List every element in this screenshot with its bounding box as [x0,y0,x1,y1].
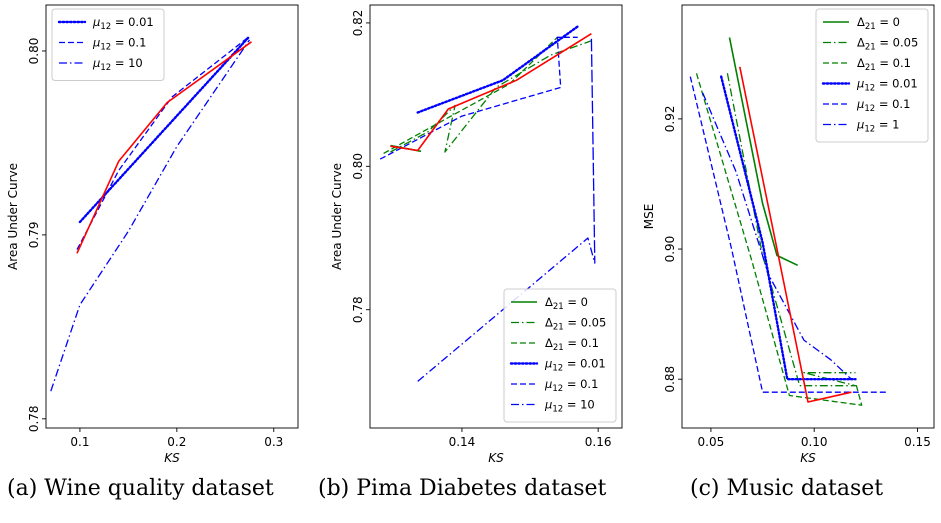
legend-label: μ12 = 0.01 [856,77,918,94]
y-axis-label: Area Under Curve [330,163,344,270]
y-tick-label: 0.79 [27,222,41,249]
series-line-red [390,33,592,152]
y-tick-label: 0.78 [27,405,41,432]
series-line--12-0-1 [689,76,887,393]
legend-label: μ12 = 1 [856,118,899,135]
legend: Δ21 = 0 Δ21 = 0.05 Δ21 = 0.1 μ12 = 0.01 μ12 … [503,288,617,423]
y-tick-label: 0.80 [27,38,41,65]
series-line--21-0 [728,37,799,267]
y-tick-label: 0.78 [351,296,365,323]
series-line--12-0-01 [720,75,857,381]
series-line--21-0-1 [383,36,558,154]
legend-label: Δ21 = 0.05 [857,36,918,53]
subfigure-caption: (c) Music dataset [690,476,883,501]
x-tick-label: 0.16 [585,435,612,449]
series-group [379,25,596,382]
series-line--12-10 [417,36,596,382]
y-axis-label: Area Under Curve [6,163,20,270]
chart-panel-1: 0.1 0.2 0.3 0.78 0.79 0.80 KS Area Under Curve μ… [6,4,299,465]
x-tick-label: 0.1 [70,435,89,449]
series-group [50,35,252,392]
series-line--21-0-05 [726,73,857,387]
series-line--12-0-01 [416,25,579,114]
x-axis-label: KS [800,451,816,465]
legend-label: μ12 = 0.1 [544,377,598,394]
plot-frame [45,4,299,429]
legend-label: μ12 = 10 [92,56,143,73]
legend-label: Δ21 = 0.1 [545,336,599,353]
series-line-red [76,41,252,254]
legend-label: μ12 = 0.01 [544,357,606,374]
y-tick-label: 0.90 [663,236,677,263]
series-line--12-10 [50,39,251,392]
series-line-red [739,66,852,403]
series-line--12-0-1 [379,36,578,160]
legend-label: Δ21 = 0 [545,295,588,312]
legend: Δ21 = 0 Δ21 = 0.05 Δ21 = 0.1 μ12 = 0.01 μ12 … [815,8,929,143]
legend: μ12 = 0.01 μ12 = 0.1 μ12 = 10 [51,8,165,81]
y-tick-label: 0.92 [663,106,677,133]
legend-label: Δ21 = 0.05 [545,316,606,333]
series-line--12-1 [702,92,852,380]
chart-panel-2: 0.14 0.16 0.78 0.80 0.82 KS Area Under Curve Δ2… [330,4,623,465]
x-tick-label: 0.15 [904,435,931,449]
legend-label: μ12 = 0.1 [92,36,146,53]
subfigure-caption: (b) Pima Diabetes dataset [318,476,607,501]
x-tick-label: 0.05 [698,435,725,449]
series-line--21-0-05 [390,40,592,153]
series-group [689,37,887,406]
x-tick-label: 0.10 [801,435,828,449]
x-axis-label: KS [164,451,180,465]
x-axis-label: KS [488,451,504,465]
legend-label: μ12 = 0.1 [856,97,910,114]
plot-frame [369,4,623,429]
x-tick-label: 0.2 [167,435,186,449]
y-axis-label: MSE [642,204,656,230]
subfigure-caption: (a) Wine quality dataset [7,476,274,501]
legend-label: μ12 = 10 [544,398,595,415]
y-tick-label: 0.88 [663,366,677,393]
x-tick-label: 0.3 [264,435,283,449]
legend-label: μ12 = 0.01 [92,15,154,32]
series-line--21-0-1 [695,73,863,406]
x-tick-label: 0.14 [449,435,476,449]
plot-frame [681,4,935,429]
y-tick-label: 0.80 [351,153,365,180]
y-tick-label: 0.82 [351,10,365,37]
legend-label: Δ21 = 0.1 [857,56,911,73]
legend-label: Δ21 = 0 [857,15,900,32]
series-line--12-0-1 [76,35,250,250]
